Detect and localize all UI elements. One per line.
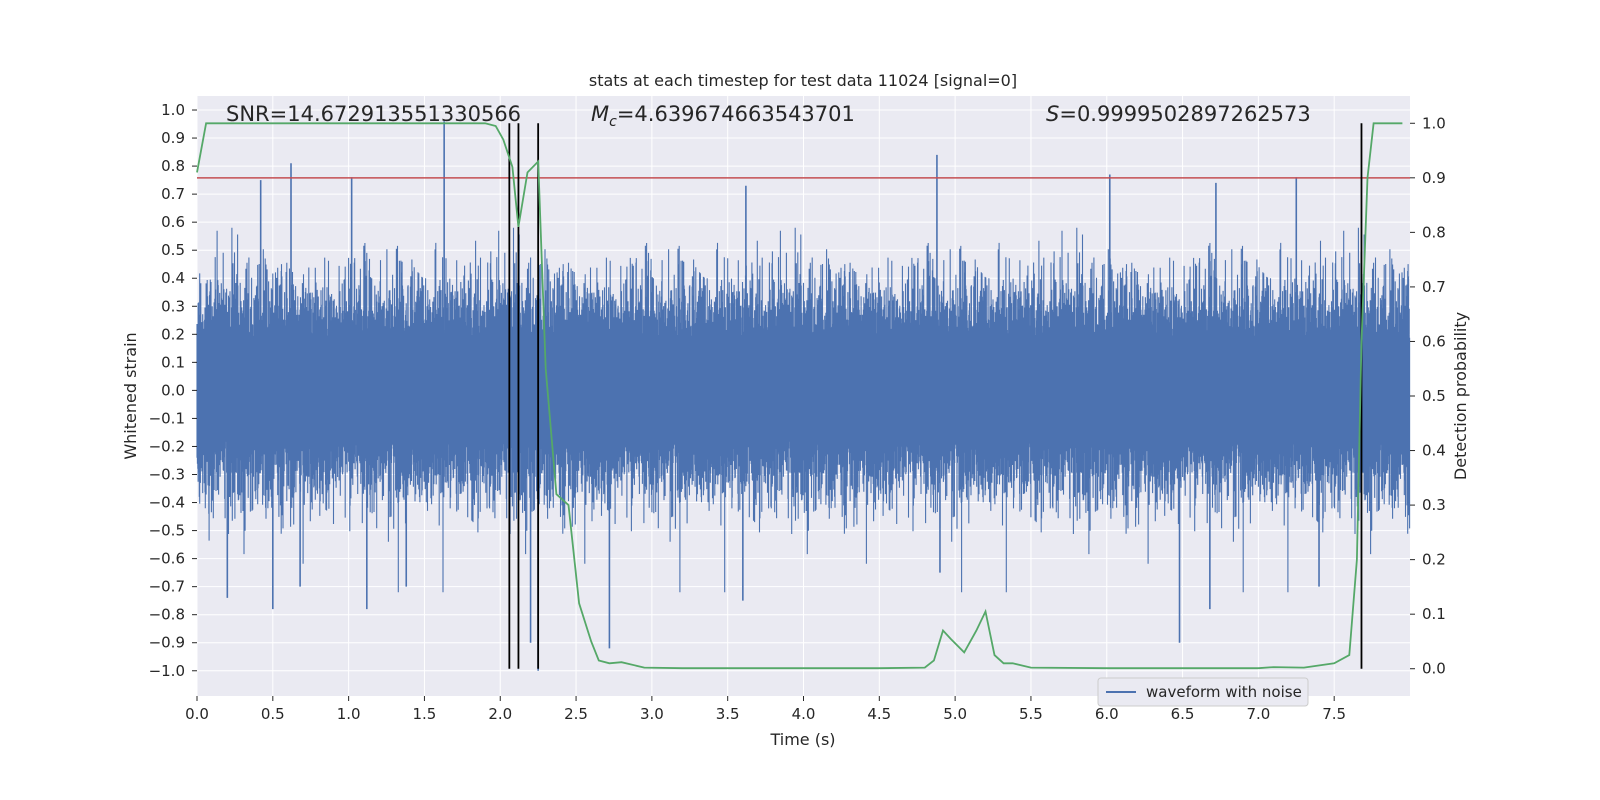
right-tick-label: 0.4 bbox=[1422, 442, 1446, 460]
x-tick-label: 0.5 bbox=[261, 705, 285, 723]
y-tick-label: 0.0 bbox=[161, 381, 185, 399]
s-annotation: S=0.9999502897262573 bbox=[1046, 102, 1311, 126]
legend-label: waveform with noise bbox=[1146, 683, 1302, 701]
right-tick-label: 0.7 bbox=[1422, 278, 1446, 296]
x-tick-label: 3.5 bbox=[716, 705, 740, 723]
x-tick-label: 3.0 bbox=[640, 705, 664, 723]
s-symbol: S bbox=[1046, 102, 1059, 126]
legend: waveform with noise bbox=[1097, 677, 1309, 707]
y-tick-label: 0.7 bbox=[161, 185, 185, 203]
x-tick-label: 5.5 bbox=[1019, 705, 1043, 723]
y-tick-label: −0.8 bbox=[149, 606, 185, 624]
y-tick-label: −0.1 bbox=[149, 409, 185, 427]
probability-series-group bbox=[196, 122, 1403, 670]
y-tick-label: −0.2 bbox=[149, 437, 185, 455]
y-tick-label: 0.5 bbox=[161, 241, 185, 259]
right-tick-label: 0.3 bbox=[1422, 496, 1446, 514]
snr-annotation: SNR=14.672913551330566 bbox=[226, 102, 521, 126]
s-value: =0.9999502897262573 bbox=[1059, 102, 1310, 126]
right-tick-label: 0.1 bbox=[1422, 605, 1446, 623]
y-tick-label: 0.8 bbox=[161, 157, 185, 175]
probability-line bbox=[196, 122, 1403, 670]
y-tick-label: −0.7 bbox=[149, 578, 185, 596]
x-tick-label: 7.0 bbox=[1246, 705, 1270, 723]
right-tick-label: 0.9 bbox=[1422, 169, 1446, 187]
right-tick-label: 0.8 bbox=[1422, 223, 1446, 241]
legend-box bbox=[1097, 677, 1309, 707]
x-tick-label: 7.5 bbox=[1322, 705, 1346, 723]
y-tick-label: −0.9 bbox=[149, 634, 185, 652]
y-axis-ticks: 1.0 0.9 0.8 0.7 0.6 0.5 0.4 0.3 0.2 0.1 0.0 −0.1 −0.… bbox=[149, 101, 197, 680]
right-tick-label: 0.2 bbox=[1422, 551, 1446, 569]
x-tick-label: 4.5 bbox=[867, 705, 891, 723]
y-tick-label: 0.1 bbox=[161, 353, 185, 371]
y-tick-label: 0.3 bbox=[161, 297, 185, 315]
x-tick-label: 6.0 bbox=[1095, 705, 1119, 723]
right-tick-label: 1.0 bbox=[1422, 114, 1446, 132]
x-tick-label: 6.5 bbox=[1171, 705, 1195, 723]
y-tick-label: −0.6 bbox=[149, 550, 185, 568]
waveform-series bbox=[196, 121, 1411, 671]
x-tick-label: 4.0 bbox=[792, 705, 816, 723]
mc-subscript: c bbox=[609, 114, 617, 130]
y-tick-label: 0.2 bbox=[161, 325, 185, 343]
right-axis-ticks: 1.0 0.9 0.8 0.7 0.6 0.5 0.4 0.3 0.2 0.1 0.0 bbox=[1410, 114, 1446, 678]
y-axis-label: Whitened strain bbox=[121, 332, 140, 459]
mc-value: =4.639674663543701 bbox=[617, 102, 855, 126]
right-axis-label: Detection probability bbox=[1451, 312, 1470, 480]
x-tick-label: 2.5 bbox=[564, 705, 588, 723]
y-tick-label: 0.9 bbox=[161, 129, 185, 147]
y-tick-label: 0.6 bbox=[161, 213, 185, 231]
x-axis-ticks: 0.0 0.5 1.0 1.5 2.0 2.5 3.0 3.5 4.0 4.5 5.0 5.5 6.0 6… bbox=[185, 696, 1346, 723]
right-tick-label: 0.6 bbox=[1422, 332, 1446, 350]
x-tick-label: 5.0 bbox=[943, 705, 967, 723]
y-tick-label: −1.0 bbox=[149, 662, 185, 680]
x-tick-label: 2.0 bbox=[488, 705, 512, 723]
chart-title: stats at each timestep for test data 110… bbox=[589, 71, 1017, 90]
right-tick-label: 0.5 bbox=[1422, 387, 1446, 405]
y-tick-label: −0.4 bbox=[149, 494, 185, 512]
y-tick-label: 0.4 bbox=[161, 269, 185, 287]
y-tick-label: −0.3 bbox=[149, 466, 185, 484]
y-tick-label: −0.5 bbox=[149, 522, 185, 540]
vertical-lines bbox=[508, 123, 1363, 669]
x-axis-label: Time (s) bbox=[769, 730, 835, 749]
mc-symbol: M bbox=[591, 102, 609, 126]
right-tick-label: 0.0 bbox=[1422, 660, 1446, 678]
y-tick-label: 1.0 bbox=[161, 101, 185, 119]
x-tick-label: 0.0 bbox=[185, 705, 209, 723]
mc-annotation: Mc=4.639674663543701 bbox=[591, 102, 855, 130]
x-tick-label: 1.5 bbox=[413, 705, 437, 723]
x-tick-label: 1.0 bbox=[337, 705, 361, 723]
